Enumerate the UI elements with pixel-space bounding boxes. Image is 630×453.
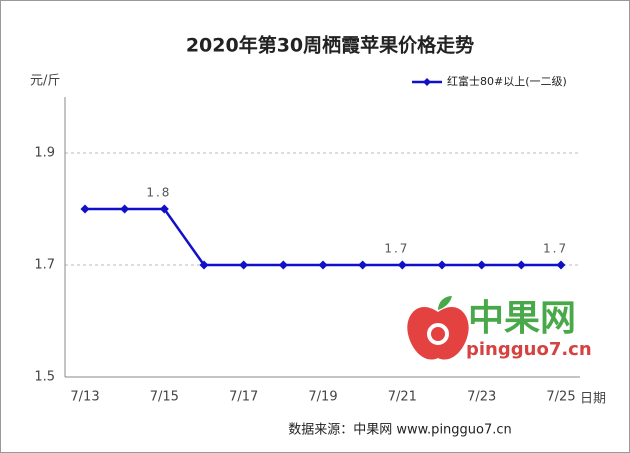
marker: [239, 260, 249, 270]
marker: [80, 204, 90, 214]
legend-label: 红富士80#以上(一二级): [447, 74, 567, 88]
x-tick-label: 7/23: [467, 390, 496, 405]
marker: [556, 260, 566, 270]
marker: [318, 260, 328, 270]
data-label: 1.7: [384, 242, 409, 256]
x-axis-label: 日期: [580, 392, 606, 407]
marker: [358, 260, 368, 270]
marker: [159, 204, 169, 214]
watermark-leaf: [438, 296, 452, 310]
source: 数据来源：中果网 www.pingguo7.cn: [288, 423, 512, 438]
y-axis-label: 元/斤: [30, 74, 60, 89]
watermark: 中果网 pingguo7.cn: [407, 296, 592, 360]
watermark-name: 中果网: [468, 298, 576, 339]
marker: [437, 260, 447, 270]
marker: [477, 260, 487, 270]
x-tick-label: 7/19: [308, 390, 337, 405]
watermark-logo-ring: [427, 323, 449, 345]
y-tick-label: 1.7: [34, 258, 55, 273]
x-tick-label: 7/15: [150, 390, 179, 405]
x-tick-label: 7/25: [546, 390, 575, 405]
watermark-logo: [407, 307, 469, 360]
watermark-site: pingguo7.cn: [466, 339, 592, 360]
x-tick-label: 7/17: [229, 390, 258, 405]
marker: [397, 260, 407, 270]
marker: [278, 260, 288, 270]
data-label: 1.7: [543, 242, 568, 256]
y-tick-label: 1.9: [34, 146, 55, 161]
y-tick-label: 1.5: [34, 370, 55, 385]
x-tick-label: 7/21: [388, 390, 417, 405]
chart-title: 2020年第30周栖霞苹果价格走势: [186, 34, 474, 57]
x-tick-label: 7/13: [70, 390, 99, 405]
marker: [120, 204, 130, 214]
data-label: 1.8: [146, 186, 171, 200]
marker: [199, 260, 209, 270]
marker: [516, 260, 526, 270]
legend-marker: [423, 78, 431, 86]
